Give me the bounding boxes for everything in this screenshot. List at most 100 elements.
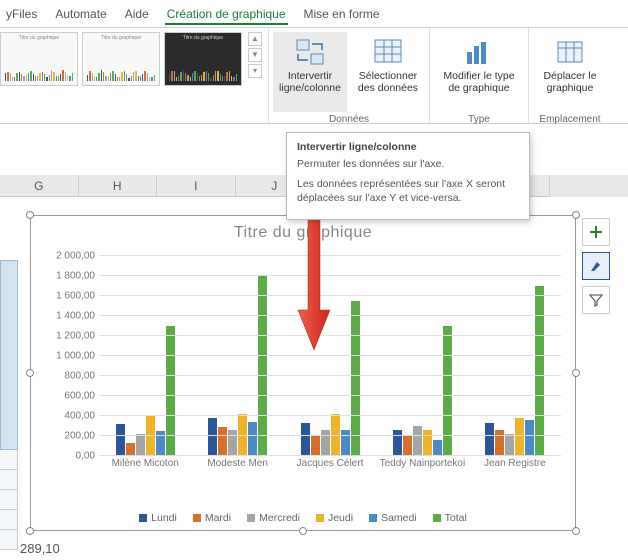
y-tick-label: 1 800,00 bbox=[56, 271, 95, 282]
style-thumb-1[interactable]: Titre du graphique bbox=[0, 32, 78, 86]
legend-item[interactable]: Jeudi bbox=[316, 512, 353, 524]
btn-l2: de graphique bbox=[448, 82, 509, 94]
tab-automate[interactable]: Automate bbox=[53, 3, 108, 25]
bar[interactable] bbox=[116, 424, 125, 456]
chart-object[interactable]: Titre du graphique 0,00200,00400,00600,0… bbox=[30, 215, 576, 531]
bar[interactable] bbox=[321, 430, 330, 456]
group-label-type: Type bbox=[468, 114, 490, 125]
bar[interactable] bbox=[311, 436, 320, 456]
legend-item[interactable]: Lundi bbox=[139, 512, 177, 524]
bar[interactable] bbox=[301, 423, 310, 456]
cell-value: 289,10 bbox=[20, 541, 60, 556]
bar[interactable] bbox=[423, 430, 432, 456]
move-chart-icon bbox=[554, 36, 586, 68]
style-gallery-open[interactable]: ▾ bbox=[248, 64, 262, 78]
style-scroll-down[interactable]: ▼ bbox=[248, 48, 262, 62]
switch-icon bbox=[294, 36, 326, 68]
bar[interactable] bbox=[505, 434, 514, 456]
bar[interactable] bbox=[495, 430, 504, 456]
tab-myfiles[interactable]: yFiles bbox=[4, 3, 39, 25]
bar[interactable] bbox=[393, 430, 402, 456]
legend-item[interactable]: Mercredi bbox=[247, 512, 300, 524]
move-chart-button[interactable]: Déplacer legraphique bbox=[533, 32, 607, 112]
chart-side-buttons bbox=[582, 218, 610, 314]
change-chart-type-button[interactable]: Modifier le typede graphique bbox=[434, 32, 524, 112]
legend-label: Mercredi bbox=[259, 512, 300, 524]
bar[interactable] bbox=[351, 301, 360, 456]
tooltip-title: Intervertir ligne/colonne bbox=[297, 141, 519, 153]
thumb-bars bbox=[5, 51, 73, 81]
switch-row-col-button[interactable]: Intervertirligne/colonne bbox=[273, 32, 347, 112]
btn-l1: Déplacer le bbox=[543, 70, 596, 82]
chart-title[interactable]: Titre du graphique bbox=[31, 216, 575, 246]
bar[interactable] bbox=[525, 420, 534, 456]
x-tick-label: Modeste Men bbox=[191, 458, 283, 470]
bar-groups bbox=[99, 256, 561, 456]
tab-help[interactable]: Aide bbox=[123, 3, 151, 25]
side-cells bbox=[0, 450, 18, 560]
legend-label: Jeudi bbox=[328, 512, 353, 524]
y-tick-label: 2 000,00 bbox=[56, 251, 95, 262]
y-tick-label: 1 600,00 bbox=[56, 291, 95, 302]
bar[interactable] bbox=[403, 436, 412, 456]
legend-item[interactable]: Samedi bbox=[369, 512, 417, 524]
style-scroll-up[interactable]: ▲ bbox=[248, 32, 262, 46]
ribbon-tabs: yFiles Automate Aide Création de graphiq… bbox=[0, 0, 628, 28]
resize-handle[interactable] bbox=[26, 211, 34, 219]
y-tick-label: 400,00 bbox=[64, 411, 95, 422]
resize-handle[interactable] bbox=[572, 211, 580, 219]
resize-handle[interactable] bbox=[26, 527, 34, 535]
thumb-bars bbox=[169, 51, 237, 81]
bar[interactable] bbox=[515, 418, 524, 456]
bar[interactable] bbox=[258, 276, 267, 456]
btn-l1: Sélectionner bbox=[359, 70, 417, 82]
resize-handle[interactable] bbox=[572, 369, 580, 377]
bar[interactable] bbox=[228, 430, 237, 456]
bar[interactable] bbox=[218, 427, 227, 456]
bar[interactable] bbox=[208, 418, 217, 456]
btn-l2: graphique bbox=[547, 82, 594, 94]
bar[interactable] bbox=[535, 286, 544, 456]
tooltip: Intervertir ligne/colonne Permuter les d… bbox=[286, 132, 530, 220]
chart-elements-button[interactable] bbox=[582, 218, 610, 246]
change-type-icon bbox=[463, 36, 495, 68]
bar[interactable] bbox=[485, 423, 494, 456]
select-data-button[interactable]: Sélectionnerdes données bbox=[351, 32, 425, 112]
bar[interactable] bbox=[341, 430, 350, 456]
chart-filter-button[interactable] bbox=[582, 286, 610, 314]
bar[interactable] bbox=[413, 426, 422, 456]
category-group bbox=[376, 256, 468, 456]
tab-chart-design[interactable]: Création de graphique bbox=[165, 3, 288, 25]
row-selection bbox=[0, 260, 18, 450]
bar[interactable] bbox=[136, 434, 145, 456]
legend-swatch bbox=[433, 514, 441, 522]
col-header[interactable]: G bbox=[0, 175, 79, 197]
style-thumb-3[interactable]: Titre du graphique bbox=[164, 32, 242, 86]
col-header[interactable]: H bbox=[79, 175, 158, 197]
legend-item[interactable]: Total bbox=[433, 512, 467, 524]
bar[interactable] bbox=[248, 422, 257, 456]
legend-label: Total bbox=[445, 512, 467, 524]
x-tick-label: Jean Registre bbox=[469, 458, 561, 470]
col-header[interactable]: I bbox=[157, 175, 236, 197]
resize-handle[interactable] bbox=[299, 527, 307, 535]
resize-handle[interactable] bbox=[572, 527, 580, 535]
chart-styles-button[interactable] bbox=[582, 252, 610, 280]
legend-swatch bbox=[193, 514, 201, 522]
group-data: Intervertirligne/colonne Sélectionnerdes… bbox=[269, 28, 430, 123]
legend-item[interactable]: Mardi bbox=[193, 512, 231, 524]
bar[interactable] bbox=[166, 326, 175, 456]
legend-swatch bbox=[369, 514, 377, 522]
btn-l2: des données bbox=[358, 82, 418, 94]
bar[interactable] bbox=[443, 326, 452, 456]
ribbon: Titre du graphique Titre du graphique Ti… bbox=[0, 28, 628, 124]
y-tick-label: 1 200,00 bbox=[56, 331, 95, 342]
resize-handle[interactable] bbox=[26, 369, 34, 377]
bar[interactable] bbox=[433, 440, 442, 456]
group-label-data: Données bbox=[329, 114, 369, 125]
bar[interactable] bbox=[146, 416, 155, 456]
style-thumb-2[interactable]: Titre du graphique bbox=[82, 32, 160, 86]
legend: Lundi Mardi Mercredi Jeudi Samedi Total bbox=[31, 512, 575, 524]
tab-format[interactable]: Mise en forme bbox=[302, 3, 382, 25]
x-tick-label: Teddy Nainportekoi bbox=[376, 458, 468, 470]
